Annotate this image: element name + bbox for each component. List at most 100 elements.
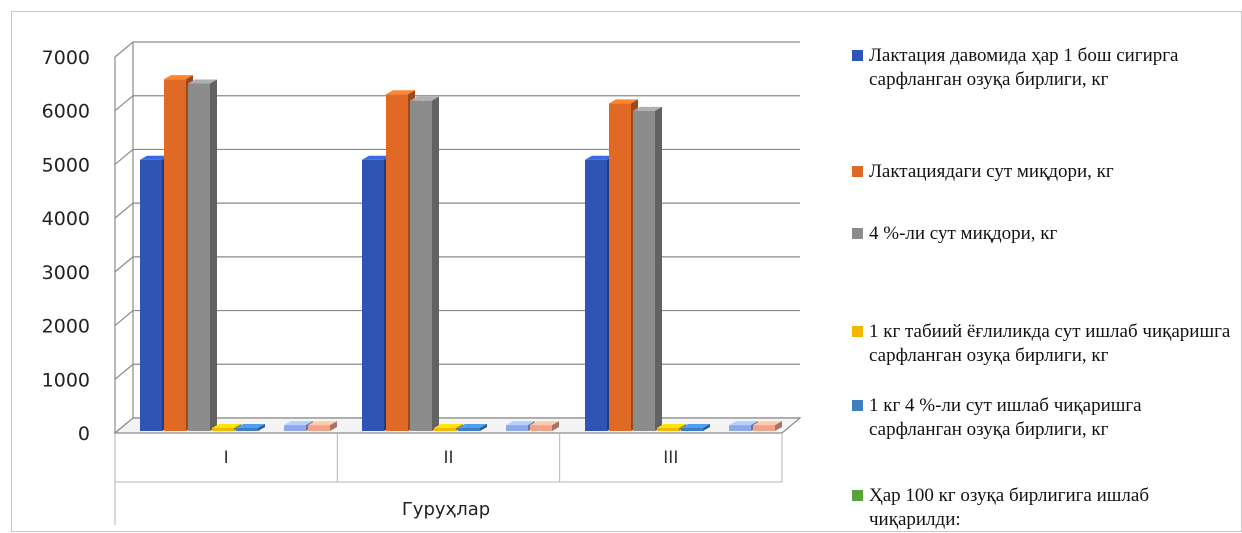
bar-front — [410, 100, 432, 432]
y-tick-label: 6000 — [42, 101, 90, 123]
bar-front — [458, 428, 480, 431]
bar-front — [386, 94, 408, 431]
bar — [633, 106, 662, 431]
plot-area — [113, 41, 802, 434]
bar — [410, 96, 439, 432]
legend-swatch — [852, 400, 863, 411]
legend-swatch — [852, 50, 863, 61]
bar-front — [212, 428, 234, 431]
bar-front — [362, 159, 384, 431]
bar-top — [188, 79, 217, 84]
bar-top — [362, 155, 391, 160]
bars — [140, 75, 782, 432]
bar-side — [775, 421, 782, 431]
bar-top — [657, 424, 686, 428]
bar-top — [386, 90, 415, 95]
legend-item: 1 кг табиий ёғлиликда сут ишлаб чиқаришг… — [852, 320, 1237, 368]
bar-front — [308, 425, 330, 431]
bar-top — [753, 421, 782, 426]
bar-front — [434, 428, 456, 431]
bar-top — [609, 99, 638, 104]
x-axis-title: Гуруҳлар — [402, 499, 490, 520]
y-tick-label: 1000 — [42, 369, 90, 391]
bar-side — [480, 424, 487, 431]
bar — [458, 424, 487, 431]
y-tick-label: 7000 — [42, 47, 90, 69]
legend-label: Лактация давомида ҳар 1 бош сигирга сарф… — [869, 45, 1179, 90]
y-tick-label: 4000 — [42, 208, 90, 230]
bar-top — [729, 421, 758, 426]
bar-top — [212, 424, 241, 428]
bar-top — [236, 424, 265, 428]
legend-item: Ҳар 100 кг озуқа бирлигига ишлаб чиқарил… — [852, 484, 1237, 532]
bar-side — [210, 79, 217, 432]
bar — [188, 79, 217, 432]
bar-front — [530, 425, 552, 431]
bar-top — [681, 424, 710, 428]
legend-item: 4 %-ли сут миқдори, кг — [852, 222, 1237, 246]
legend-swatch — [852, 166, 863, 177]
bar-front — [729, 425, 751, 431]
bar — [681, 424, 710, 431]
bar-side — [703, 424, 710, 431]
legend-item: 1 кг 4 %-ли сут ишлаб чиқаришга сарфланг… — [852, 394, 1237, 442]
gridline-side — [114, 202, 134, 219]
bar — [530, 421, 559, 431]
gridline-side — [114, 256, 134, 273]
bar-front — [284, 425, 306, 431]
x-category-label: II — [443, 448, 453, 468]
legend-swatch — [852, 490, 863, 501]
bar-top — [140, 155, 169, 160]
legend-label: Лактациядаги сут миқдори, кг — [869, 161, 1114, 182]
gridline-side — [114, 363, 134, 380]
x-category-label: III — [663, 448, 678, 468]
y-tick-label: 3000 — [42, 262, 90, 284]
legend-label: 1 кг 4 %-ли сут ишлаб чиқаришга сарфланг… — [869, 395, 1142, 440]
bar-front — [585, 159, 607, 431]
bar — [236, 424, 265, 431]
gridline-side — [114, 310, 134, 327]
legend-label: Ҳар 100 кг озуқа бирлигига ишлаб чиқарил… — [869, 485, 1149, 530]
legend-label: 1 кг табиий ёғлиликда сут ишлаб чиқаришг… — [869, 321, 1231, 366]
gridline-side — [114, 41, 134, 58]
bar-front — [140, 159, 162, 431]
bar-front — [753, 425, 775, 431]
bar-side — [655, 106, 662, 431]
bar-side — [330, 421, 337, 431]
y-tick-label: 0 — [78, 423, 90, 445]
bar-side — [258, 424, 265, 431]
bar-top — [434, 424, 463, 428]
legend-swatch — [852, 228, 863, 239]
bar-front — [609, 103, 631, 431]
bar-front — [164, 79, 186, 432]
x-category-label: I — [224, 448, 229, 468]
bar-top — [530, 421, 559, 426]
bar-front — [236, 428, 258, 431]
legend-item: Лактация давомида ҳар 1 бош сигирга сарф… — [852, 44, 1237, 92]
bar-top — [284, 421, 313, 426]
bar-side — [552, 421, 559, 431]
bar — [308, 421, 337, 431]
legend-label: 4 %-ли сут миқдори, кг — [869, 223, 1058, 244]
bar-front — [188, 83, 210, 432]
bar-front — [506, 425, 528, 431]
legend-item: Лактациядаги сут миқдори, кг — [852, 160, 1237, 184]
gridline-side — [114, 95, 134, 112]
bar-front — [657, 428, 679, 431]
gridline-side — [114, 148, 134, 165]
bar-top — [585, 155, 614, 160]
y-tick-label: 2000 — [42, 316, 90, 338]
bar-top — [633, 106, 662, 111]
bar-side — [432, 96, 439, 432]
y-tick-label: 5000 — [42, 154, 90, 176]
bar-front — [633, 110, 655, 431]
bar-top — [410, 96, 439, 101]
bar-top — [308, 421, 337, 426]
bar-top — [506, 421, 535, 426]
bar — [753, 421, 782, 431]
bar-top — [164, 75, 193, 80]
bar-front — [681, 428, 703, 431]
bar-top — [458, 424, 487, 428]
